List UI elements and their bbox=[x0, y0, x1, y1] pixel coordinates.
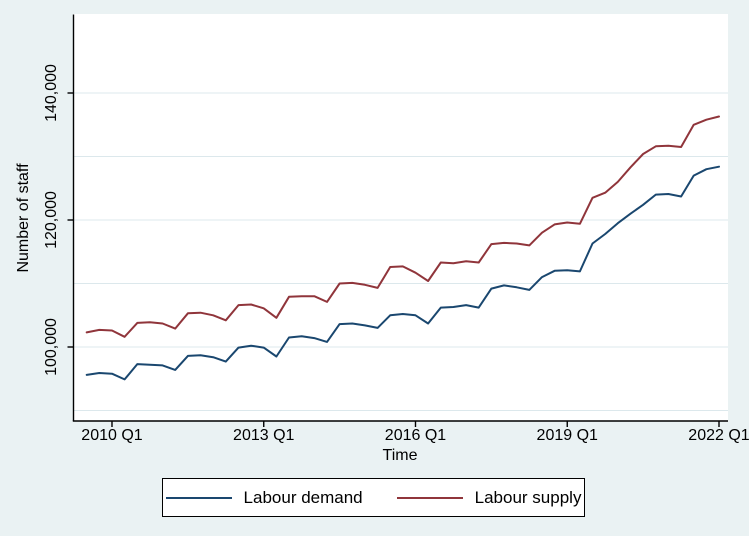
legend: Labour demand Labour supply bbox=[162, 478, 585, 517]
x-tick-label: 2016 Q1 bbox=[384, 427, 447, 444]
y-tick-label: 100,000 bbox=[43, 318, 60, 376]
x-tick-label: 2013 Q1 bbox=[233, 427, 295, 444]
series-line-supply bbox=[85, 115, 720, 338]
legend-entry-supply: Labour supply bbox=[396, 487, 582, 508]
plot-area bbox=[73, 14, 728, 421]
x-tick-label: 2022 Q1 bbox=[688, 427, 749, 444]
y-tick-label: 140,000 bbox=[43, 64, 60, 122]
y-tick-label: 120,000 bbox=[43, 191, 60, 249]
legend-label-demand: Labour demand bbox=[243, 487, 363, 507]
legend-line-swatch-demand bbox=[165, 496, 232, 499]
series-line-demand bbox=[85, 165, 720, 381]
x-axis-title: Time bbox=[382, 447, 418, 464]
x-tick-label: 2019 Q1 bbox=[536, 427, 598, 444]
legend-label-supply: Labour supply bbox=[474, 487, 582, 507]
legend-line-swatch-supply bbox=[396, 496, 463, 499]
x-tick-label: 2010 Q1 bbox=[81, 427, 143, 444]
y-axis-title: Number of staff bbox=[15, 163, 32, 273]
legend-entry-demand: Labour demand bbox=[165, 487, 363, 508]
